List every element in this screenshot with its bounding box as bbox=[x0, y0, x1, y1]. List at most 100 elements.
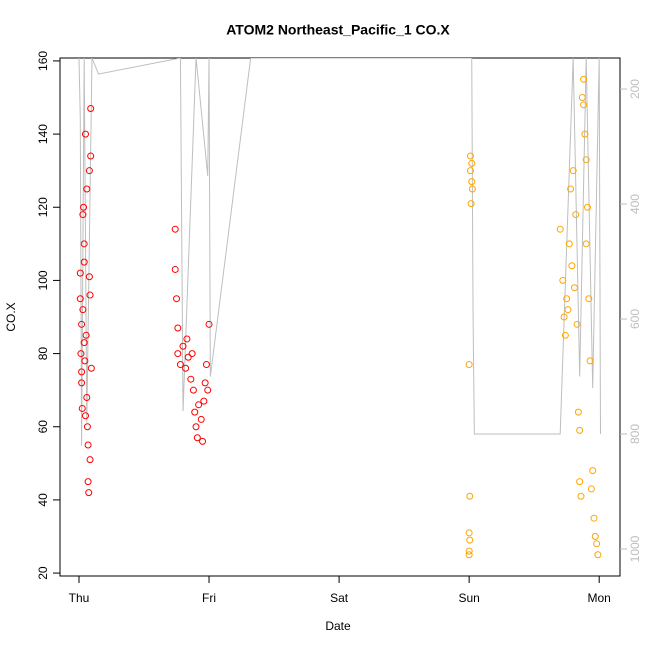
point bbox=[581, 130, 589, 138]
line bbox=[78, 58, 601, 446]
y-tick-label: 160 bbox=[36, 51, 50, 71]
point bbox=[86, 291, 94, 299]
point bbox=[467, 200, 475, 208]
plot-area bbox=[76, 58, 602, 559]
y2-tick-label: 400 bbox=[628, 194, 642, 214]
x-tick-label: Sun bbox=[458, 591, 479, 605]
point bbox=[568, 262, 576, 270]
point bbox=[87, 152, 95, 160]
point bbox=[86, 456, 94, 464]
point bbox=[192, 423, 200, 431]
point bbox=[586, 357, 594, 365]
point bbox=[570, 284, 578, 292]
point bbox=[204, 386, 212, 394]
point bbox=[80, 203, 88, 211]
point bbox=[465, 551, 473, 559]
point bbox=[583, 203, 591, 211]
point bbox=[189, 386, 197, 394]
point bbox=[176, 361, 184, 369]
point bbox=[201, 379, 209, 387]
point bbox=[591, 532, 599, 540]
y2-tick-label: 200 bbox=[628, 79, 642, 99]
point bbox=[465, 529, 473, 537]
point bbox=[465, 547, 473, 555]
point bbox=[85, 489, 93, 497]
point bbox=[587, 485, 595, 493]
point bbox=[187, 375, 195, 383]
y2-tick-label: 800 bbox=[628, 424, 642, 444]
plot-box bbox=[59, 57, 621, 577]
point bbox=[574, 408, 582, 416]
y-tick-label: 40 bbox=[36, 493, 50, 507]
y-tick-label: 80 bbox=[36, 347, 50, 361]
point bbox=[191, 408, 199, 416]
point bbox=[576, 426, 584, 434]
point bbox=[82, 331, 90, 339]
point bbox=[202, 361, 210, 369]
point bbox=[594, 551, 602, 559]
y2-tick-label: 1000 bbox=[628, 535, 642, 562]
point bbox=[466, 152, 474, 160]
point bbox=[77, 350, 85, 358]
point bbox=[79, 306, 87, 314]
point bbox=[564, 306, 572, 314]
point bbox=[582, 240, 590, 248]
point bbox=[560, 313, 568, 321]
y-axis-label: CO.X bbox=[4, 302, 18, 331]
point bbox=[580, 75, 588, 83]
point bbox=[188, 350, 196, 358]
point bbox=[78, 404, 86, 412]
point bbox=[80, 258, 88, 266]
point bbox=[468, 159, 476, 167]
x-tick-label: Fri bbox=[202, 591, 216, 605]
point bbox=[84, 478, 92, 486]
point bbox=[466, 536, 474, 544]
point bbox=[87, 104, 95, 112]
point bbox=[569, 167, 577, 175]
y-tick-label: 100 bbox=[36, 270, 50, 290]
point bbox=[468, 185, 476, 193]
point bbox=[559, 276, 567, 284]
point bbox=[85, 273, 93, 281]
point bbox=[466, 492, 474, 500]
point bbox=[572, 211, 580, 219]
y2-tick-label: 600 bbox=[628, 309, 642, 329]
point bbox=[84, 441, 92, 449]
point bbox=[466, 167, 474, 175]
point bbox=[556, 225, 564, 233]
point bbox=[81, 357, 89, 365]
point bbox=[81, 130, 89, 138]
point bbox=[197, 415, 205, 423]
point bbox=[465, 361, 473, 369]
point bbox=[174, 350, 182, 358]
y-tick-label: 120 bbox=[36, 197, 50, 217]
point bbox=[565, 240, 573, 248]
y-tick-label: 140 bbox=[36, 124, 50, 144]
point bbox=[205, 320, 213, 328]
point bbox=[183, 335, 191, 343]
point bbox=[76, 295, 84, 303]
y-tick-label: 20 bbox=[36, 566, 50, 580]
point bbox=[173, 295, 181, 303]
point bbox=[582, 156, 590, 164]
x-tick-label: Mon bbox=[588, 591, 611, 605]
y-tick-label: 60 bbox=[36, 420, 50, 434]
point bbox=[561, 331, 569, 339]
point bbox=[468, 178, 476, 186]
point bbox=[580, 101, 588, 109]
point bbox=[200, 397, 208, 405]
point bbox=[80, 240, 88, 248]
point bbox=[87, 364, 95, 372]
point bbox=[179, 342, 187, 350]
point bbox=[83, 393, 91, 401]
point bbox=[85, 167, 93, 175]
point bbox=[78, 368, 86, 376]
point bbox=[184, 353, 192, 361]
point bbox=[563, 295, 571, 303]
point bbox=[590, 514, 598, 522]
point bbox=[78, 320, 86, 328]
point bbox=[81, 412, 89, 420]
point bbox=[573, 320, 581, 328]
